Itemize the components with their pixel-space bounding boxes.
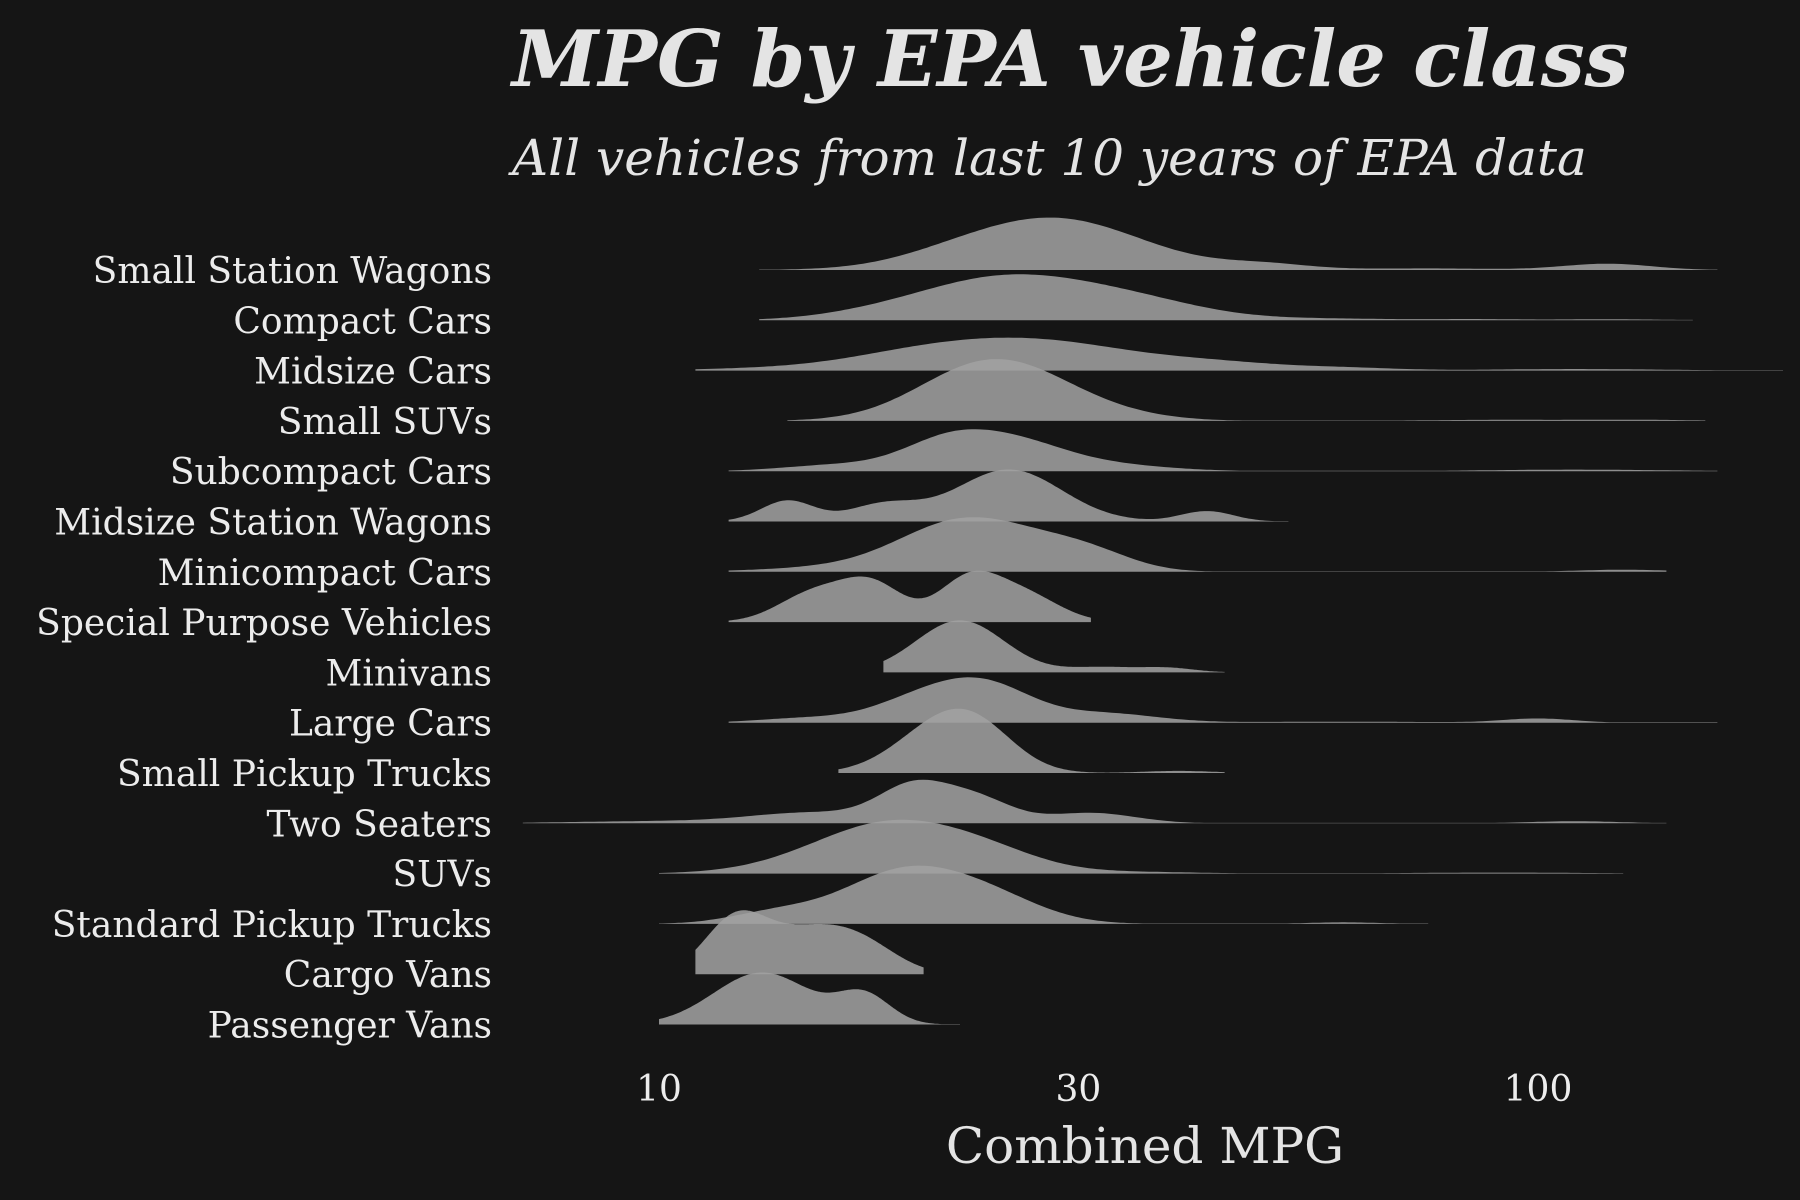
ridge-subcompact-cars — [728, 429, 1718, 472]
category-label-special-purpose-vehicles: Special Purpose Vehicles — [36, 603, 492, 644]
ridge-small-pickup-trucks — [838, 708, 1225, 773]
x-tick-label-100: 100 — [1504, 1069, 1573, 1110]
category-label-suvs: SUVs — [393, 855, 492, 896]
x-tick-layer: 10 30 100 — [636, 1069, 1572, 1110]
category-label-layer: Small Station Wagons Compact Cars Midsize … — [36, 251, 492, 1047]
category-label-small-pickup-trucks: Small Pickup Trucks — [117, 754, 492, 795]
ridge-suvs — [659, 819, 1624, 874]
category-label-small-suvs: Small SUVs — [278, 402, 492, 443]
category-label-compact-cars: Compact Cars — [233, 301, 492, 342]
ridge-minivans — [883, 620, 1225, 673]
chart-subtitle: All vehicles from last 10 years of EPA d… — [508, 129, 1587, 187]
category-label-passenger-vans: Passenger Vans — [208, 1006, 492, 1047]
ridge-small-suvs — [787, 359, 1706, 421]
category-label-small-station-wagons: Small Station Wagons — [93, 251, 492, 292]
ridge-special-purpose-vehicles — [728, 570, 1091, 623]
ridge-large-cars — [728, 677, 1718, 723]
category-label-large-cars: Large Cars — [289, 704, 492, 745]
category-label-midsize-station-wagons: Midsize Station Wagons — [54, 503, 492, 544]
ridge-minicompact-cars — [728, 517, 1667, 572]
category-label-standard-pickup-trucks: Standard Pickup Trucks — [52, 905, 492, 946]
ridge-passenger-vans — [659, 972, 960, 1025]
ridge-layer — [522, 217, 1783, 1025]
ridge-cargo-vans — [695, 910, 924, 975]
category-label-cargo-vans: Cargo Vans — [284, 955, 492, 996]
x-axis-title: Combined MPG — [946, 1117, 1344, 1175]
category-label-minicompact-cars: Minicompact Cars — [158, 553, 492, 594]
ridge-compact-cars — [759, 274, 1693, 321]
x-tick-label-30: 30 — [1055, 1069, 1101, 1110]
ridge-midsize-cars — [695, 337, 1783, 371]
ridge-two-seaters — [522, 779, 1667, 824]
ridge-midsize-station-wagons — [728, 469, 1289, 522]
category-label-minivans: Minivans — [325, 653, 492, 694]
x-tick-label-10: 10 — [636, 1069, 682, 1110]
category-label-two-seaters: Two Seaters — [266, 804, 492, 845]
category-label-midsize-cars: Midsize Cars — [254, 352, 492, 393]
ridge-small-station-wagons — [759, 217, 1718, 270]
category-label-subcompact-cars: Subcompact Cars — [170, 452, 492, 493]
chart-title: MPG by EPA vehicle class — [509, 14, 1629, 105]
ridge-standard-pickup-trucks — [659, 865, 1429, 924]
